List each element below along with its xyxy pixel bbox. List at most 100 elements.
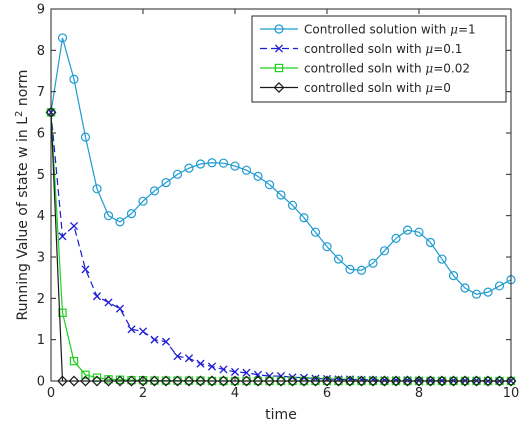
series-4-point: [218, 375, 229, 387]
y-tick-label: 2: [37, 292, 45, 307]
x-tick-label: 4: [231, 386, 239, 401]
series-4-point: [436, 375, 448, 387]
series-4-point: [425, 375, 436, 387]
series-4-point: [80, 375, 91, 387]
plot-frame: [50, 8, 512, 382]
series-1-point: [253, 171, 263, 181]
series-2-point: [219, 365, 228, 374]
legend-label: controlled soln with μ=0.1: [304, 42, 462, 56]
series-2-point: [150, 335, 159, 344]
series-1-point: [115, 217, 125, 227]
series-4-point: [494, 375, 505, 387]
series-1-point: [138, 196, 148, 206]
series-1-point: [103, 211, 114, 221]
series-3-point: [81, 370, 90, 380]
y-tick-label: 9: [37, 3, 45, 18]
x-axis-label: time: [265, 407, 297, 423]
series-4-point: [505, 375, 517, 387]
series-2-point: [184, 354, 194, 363]
series-2-point: [196, 359, 205, 368]
series-1-point: [241, 165, 252, 175]
legend-swatch-marker: [274, 44, 284, 53]
series-2-point: [69, 221, 79, 231]
series-1-point: [425, 237, 436, 248]
series-1-point: [437, 254, 447, 264]
series-2-point: [230, 367, 240, 376]
series-1-point: [69, 74, 79, 84]
series-1-point: [322, 242, 332, 252]
series-4-point: [206, 375, 218, 387]
series-4-point: [390, 375, 402, 387]
series-4-point: [91, 375, 103, 387]
series-1-point: [207, 158, 217, 168]
series-4-point: [379, 375, 390, 387]
series-1-point: [368, 258, 378, 268]
series-2-point: [138, 327, 148, 336]
y-tick-label: 8: [37, 44, 45, 59]
legend-swatch-marker: [274, 63, 284, 73]
series-3-point: [58, 308, 67, 318]
series-1-point: [287, 200, 298, 210]
series-4-point: [321, 375, 333, 387]
series-2-point: [115, 304, 125, 313]
axes-layer: 0 2 4 6 8 10 0 1 2 3 4 5 6 7 8 9: [37, 3, 519, 402]
series-1-point: [391, 233, 401, 243]
y-tick-label: 1: [37, 333, 45, 348]
series-4-point: [126, 375, 137, 387]
series-4-point: [344, 375, 356, 387]
series-4-point: [459, 375, 471, 387]
series-4-point: [114, 375, 126, 387]
series-2-point: [207, 362, 217, 371]
series-1-point: [345, 264, 355, 274]
series-4-point: [149, 375, 160, 387]
legend-label: Controlled solution with μ=1: [304, 23, 476, 37]
x-tick-label: 2: [139, 386, 147, 401]
series-1-point: [471, 289, 482, 299]
series-1-point: [230, 161, 240, 171]
series-1-point: [80, 132, 91, 142]
series-4-point: [241, 375, 252, 387]
series-1-point: [184, 163, 194, 173]
series-1-point: [379, 246, 390, 256]
x-tick-label: 10: [503, 386, 519, 401]
series-4-point: [482, 375, 494, 387]
series-1-point: [195, 159, 206, 169]
x-tick-label: 8: [415, 386, 423, 401]
series-4-point: [356, 375, 367, 387]
legend: Controlled solution with μ=1 controlled s…: [251, 15, 507, 103]
series-1-point: [333, 254, 344, 264]
series-4-point: [448, 375, 459, 387]
series-4-point: [137, 375, 149, 387]
x-tick-label: 6: [323, 386, 331, 401]
series-4-point: [287, 375, 298, 387]
y-axis-label: Running Value of state w in L2 norm: [14, 70, 31, 321]
series-2-point: [104, 298, 113, 307]
series-4-point: [264, 375, 275, 387]
series-2-point: [81, 265, 90, 274]
x-tick-label: 0: [47, 386, 55, 401]
series-1-point: [310, 227, 321, 237]
y-tick-label: 7: [37, 85, 45, 100]
series-1-point: [92, 184, 102, 194]
series-1-point: [460, 283, 470, 293]
series-1-point: [57, 33, 68, 43]
series-4-point: [57, 375, 68, 387]
series-3-point: [69, 356, 79, 366]
series-2-point: [173, 352, 182, 361]
series-2-point: [127, 325, 136, 334]
series-4-point: [471, 375, 482, 387]
series-1-point: [126, 209, 137, 219]
series-4-point: [160, 375, 172, 387]
series-4-point: [229, 375, 241, 387]
series-1-point: [448, 271, 459, 281]
series-1-point: [276, 190, 286, 200]
series-4-point: [172, 375, 183, 387]
series-4-point: [402, 375, 413, 387]
series-1-point: [172, 169, 183, 179]
series-2-point: [92, 292, 102, 301]
series-4-point: [68, 375, 80, 387]
series-1-point: [149, 186, 160, 196]
series-1-point: [161, 178, 171, 188]
